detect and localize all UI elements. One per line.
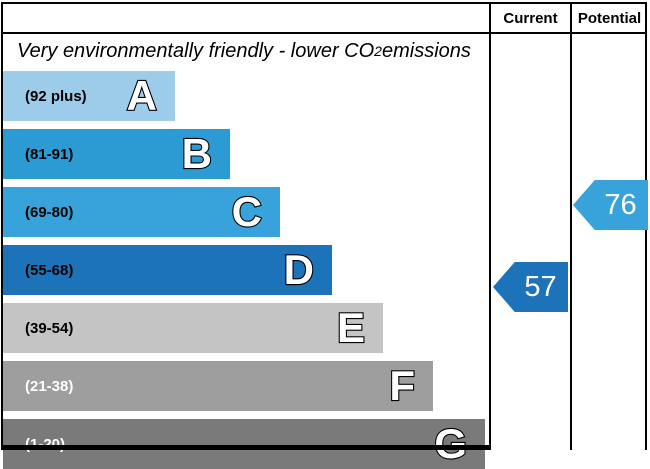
- band-bar: (1-20) G: [3, 419, 485, 469]
- band-letter: D: [283, 246, 316, 293]
- potential-column-divider: [570, 2, 572, 450]
- current-column-header: Current: [503, 9, 558, 27]
- band-bar: (81-91) B: [3, 129, 230, 179]
- band-letter: B: [181, 130, 214, 177]
- band-bar: (92 plus) A: [3, 71, 175, 121]
- band-letter: A: [126, 72, 159, 119]
- bands-bottom-border: [1, 445, 491, 450]
- band-letter: C: [231, 188, 264, 235]
- band-bar: (55-68) D: [3, 245, 332, 295]
- band-bar: (69-80) C: [3, 187, 280, 237]
- current-rating-value: 57: [524, 270, 557, 303]
- band-range-label: (55-68): [25, 261, 74, 279]
- band-letter: G: [433, 420, 468, 467]
- band-bar: (39-54) E: [3, 303, 383, 353]
- chart-title-suffix: emissions: [381, 39, 471, 62]
- chart-title-prefix: Very environmentally friendly - lower CO: [17, 39, 375, 62]
- potential-column-header: Potential: [577, 9, 642, 27]
- band-range-label: (69-80): [25, 203, 74, 221]
- band-range-label: (21-38): [25, 377, 74, 395]
- band-range-label: (92 plus): [25, 87, 87, 105]
- header-divider: [1, 32, 647, 34]
- potential-rating-value: 76: [604, 188, 637, 221]
- band-letter: E: [336, 304, 366, 351]
- chart-title: Very environmentally friendly - lower CO…: [17, 39, 471, 62]
- potential-rating-arrow: 76: [573, 180, 648, 230]
- band-range-label: (81-91): [25, 145, 74, 163]
- band-bar: (21-38) F: [3, 361, 433, 411]
- band-letter: F: [388, 362, 416, 409]
- band-range-label: (39-54): [25, 319, 74, 337]
- current-column-divider: [489, 2, 491, 450]
